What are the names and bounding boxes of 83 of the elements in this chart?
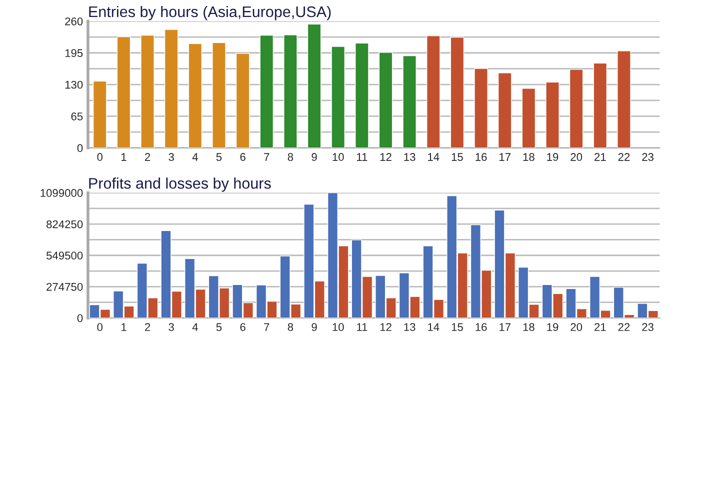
x-tick-label: 11 (357, 153, 368, 161)
x-tick-label: 15 (452, 323, 463, 332)
y-tick-label: 130 (65, 80, 83, 89)
bar (331, 46, 346, 148)
y-tick-label: 0 (77, 144, 83, 152)
bar (378, 52, 393, 148)
x-tick-label: 3 (168, 323, 174, 332)
x-tick-label: 23 (642, 323, 654, 332)
x-tick-label: 12 (380, 323, 392, 331)
x-tick-label: 15 (452, 153, 463, 161)
x-tick-label: 2 (144, 153, 150, 161)
bar (498, 72, 512, 148)
bar (236, 53, 250, 148)
x-tick-label: 11 (357, 323, 368, 331)
y-tick-label: 549500 (46, 252, 83, 260)
bar (593, 62, 608, 148)
bar (402, 55, 416, 148)
x-tick-label: 8 (288, 153, 294, 161)
x-tick-label: 1 (121, 323, 126, 331)
x-tick-label: 5 (216, 323, 222, 332)
x-tick-label: 19 (547, 323, 558, 332)
x-tick-label: 10 (332, 323, 344, 332)
x-tick-label: 22 (618, 323, 630, 331)
y-tick-label: 1099000 (40, 189, 83, 197)
x-tick-label: 14 (428, 323, 440, 331)
y-tick-label: 824250 (46, 220, 83, 228)
x-tick-label: 21 (594, 153, 606, 161)
x-tick-label: 4 (192, 153, 198, 161)
y-tick-label: 195 (65, 49, 83, 58)
y-tick-label: 274750 (46, 282, 83, 291)
x-tick-label: 9 (312, 153, 317, 161)
x-tick-label: 7 (264, 323, 270, 331)
bar (307, 24, 322, 148)
x-tick-label: 18 (523, 323, 534, 332)
bar (284, 34, 298, 148)
x-tick-label: 6 (240, 323, 246, 332)
x-tick-label: 1 (121, 153, 126, 161)
x-tick-label: 5 (216, 153, 222, 161)
x-tick-label: 23 (642, 153, 654, 161)
bar (522, 88, 536, 148)
x-tick-label: 12 (380, 153, 392, 161)
x-tick-label: 6 (240, 153, 246, 161)
x-tick-label: 19 (547, 153, 558, 161)
x-tick-label: 13 (404, 323, 416, 332)
bar (92, 80, 107, 148)
x-tick-label: 10 (332, 153, 344, 161)
x-tick-label: 20 (570, 153, 582, 161)
x-tick-label: 8 (288, 323, 294, 332)
bar (617, 50, 631, 148)
x-tick-label: 16 (476, 153, 487, 161)
x-tick-label: 2 (144, 323, 150, 331)
x-tick-label: 0 (97, 323, 103, 332)
x-tick-label: 3 (168, 153, 174, 161)
bar (450, 36, 464, 148)
chart-title: Entries by hours (Asia,Europe,USA) (89, 6, 331, 20)
x-tick-label: 0 (97, 153, 103, 161)
x-tick-label: 16 (476, 323, 487, 332)
y-tick-label: 65 (71, 112, 83, 120)
x-tick-label: 13 (404, 153, 416, 161)
bar (546, 82, 560, 148)
bar (260, 34, 274, 148)
y-tick-label: 260 (65, 17, 83, 26)
x-tick-label: 22 (618, 153, 630, 161)
bar (355, 42, 369, 148)
bar (569, 69, 584, 148)
bar (426, 35, 440, 148)
x-tick-label: 7 (264, 153, 270, 161)
x-tick-label: 18 (523, 153, 534, 161)
x-tick-label: 21 (594, 323, 606, 331)
bar (474, 68, 488, 148)
bar (212, 42, 226, 148)
x-tick-label: 20 (570, 323, 582, 332)
y-tick-label: 0 (77, 314, 83, 322)
bar (164, 29, 178, 148)
x-tick-label: 9 (312, 323, 317, 332)
bar (140, 34, 154, 148)
x-tick-label: 14 (428, 153, 440, 161)
chart-title: Profits and losses by hours (89, 178, 271, 192)
bar (188, 43, 202, 148)
bar (116, 36, 131, 148)
x-tick-label: 17 (500, 153, 510, 161)
x-tick-label: 4 (192, 323, 198, 331)
x-tick-label: 17 (500, 323, 510, 331)
